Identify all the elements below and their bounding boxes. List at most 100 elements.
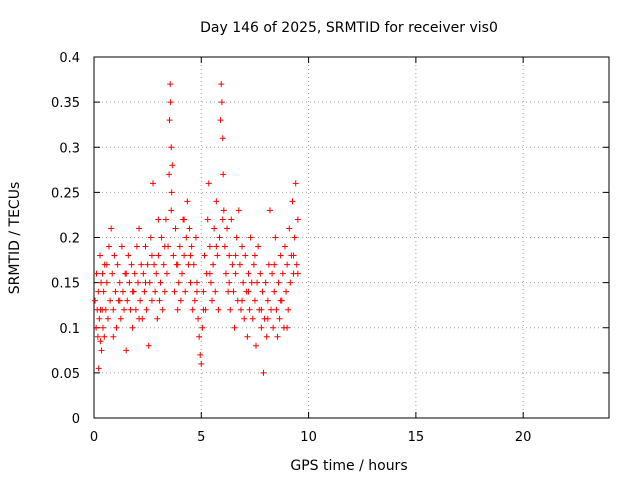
data-point (136, 225, 143, 232)
y-tick-label: 0.35 (51, 96, 80, 111)
data-point (189, 306, 196, 313)
data-point (114, 261, 121, 268)
data-point (155, 216, 162, 223)
data-point (226, 279, 233, 286)
data-point (195, 315, 202, 322)
data-point (111, 252, 118, 259)
data-point (237, 306, 244, 313)
data-point (204, 216, 211, 223)
data-point (214, 252, 221, 259)
data-point (104, 315, 111, 322)
data-point (201, 252, 208, 259)
data-point (258, 306, 265, 313)
data-point (236, 261, 243, 268)
data-point (212, 288, 219, 295)
data-point (293, 261, 300, 268)
data-point (245, 288, 252, 295)
data-point (140, 270, 147, 277)
data-point (215, 306, 222, 313)
data-point (113, 324, 120, 331)
data-point (245, 270, 252, 277)
data-point (167, 81, 174, 88)
data-point (145, 342, 152, 349)
data-point (274, 333, 281, 340)
data-point (133, 243, 140, 250)
x-tick-label: 15 (408, 430, 425, 445)
data-point (266, 207, 273, 214)
y-axis-label: SRMTID / TECUs (7, 182, 23, 295)
data-point (127, 306, 134, 313)
data-point (144, 261, 151, 268)
data-point (207, 279, 214, 286)
data-point (259, 288, 266, 295)
data-point (109, 270, 116, 277)
data-point (136, 315, 143, 322)
data-point (192, 234, 199, 241)
data-point (240, 279, 247, 286)
data-point (117, 315, 124, 322)
data-point (102, 306, 109, 313)
data-point (92, 297, 99, 304)
data-point (187, 252, 194, 259)
data-point (108, 225, 115, 232)
data-point (142, 279, 149, 286)
data-point (211, 225, 218, 232)
data-point (200, 306, 207, 313)
data-point (235, 207, 242, 214)
data-point (285, 306, 292, 313)
data-point (126, 279, 133, 286)
data-point (96, 315, 103, 322)
y-tick-label: 0.3 (59, 141, 80, 156)
data-point (162, 216, 169, 223)
data-point (170, 252, 177, 259)
data-point (95, 365, 102, 372)
data-point (160, 261, 167, 268)
data-point (286, 225, 293, 232)
data-point (121, 306, 128, 313)
y-tick-label: 0.4 (59, 51, 80, 66)
data-point (183, 234, 190, 241)
data-point (226, 252, 233, 259)
data-point (94, 333, 101, 340)
data-point (206, 243, 213, 250)
data-point (205, 180, 212, 187)
data-point (157, 279, 164, 286)
data-point (289, 198, 296, 205)
data-point (279, 270, 286, 277)
chart-title: Day 146 of 2025, SRMTID for receiver vis… (200, 20, 498, 36)
data-point (232, 270, 239, 277)
data-point (116, 297, 123, 304)
data-point (221, 243, 228, 250)
data-point (166, 117, 173, 124)
data-point (262, 279, 269, 286)
y-tick-label: 0.2 (59, 232, 80, 247)
data-point (153, 270, 160, 277)
data-point (269, 270, 276, 277)
data-point (150, 180, 157, 187)
data-point (242, 252, 249, 259)
data-point (154, 315, 161, 322)
data-point (163, 270, 170, 277)
data-point (249, 315, 256, 322)
axis-ticks: 0 5 10 15 20 0 0.05 0.1 0.15 0.2 0.25 0.3 0.35 0.4 (51, 51, 609, 445)
data-point (141, 288, 148, 295)
data-point (171, 288, 178, 295)
data-point (129, 288, 136, 295)
data-point (239, 243, 246, 250)
data-point (248, 279, 255, 286)
data-point (175, 279, 182, 286)
data-point (185, 261, 192, 268)
data-point (251, 252, 258, 259)
data-point (161, 288, 168, 295)
data-point (155, 252, 162, 259)
x-tick-label: 10 (300, 430, 317, 445)
data-point (287, 279, 294, 286)
y-tick-label: 0.15 (51, 277, 80, 292)
data-point (129, 324, 136, 331)
data-point (220, 207, 227, 214)
data-point (124, 297, 131, 304)
data-point (241, 315, 248, 322)
data-point (291, 234, 298, 241)
data-point (244, 333, 251, 340)
